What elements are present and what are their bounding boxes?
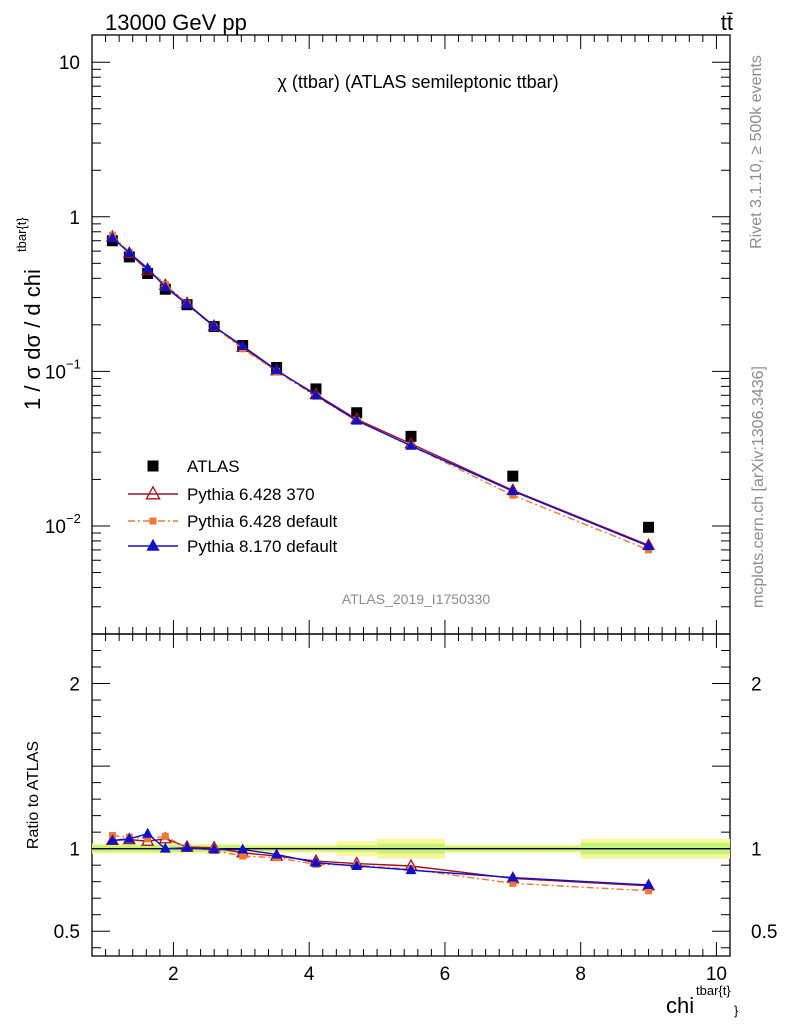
legend-label: Pythia 6.428 default	[187, 512, 338, 531]
main-y-tick-label: 10	[59, 53, 80, 74]
main-y-axis-label-superscript: tbar{t}	[14, 217, 29, 252]
legend-entry-2: Pythia 6.428 default	[128, 512, 338, 531]
ratio-y-tick-label-left: 1	[69, 840, 80, 861]
data-point	[509, 491, 517, 499]
ratio-y-tick-label-right: 2	[751, 675, 762, 696]
legend-label: Pythia 6.428 370	[187, 485, 315, 504]
ratio-point	[351, 860, 363, 871]
legend-entry-1: Pythia 6.428 370	[128, 485, 315, 504]
x-tick-label: 8	[575, 964, 586, 985]
energy-label: 13000 GeV pp	[105, 10, 247, 35]
main-y-tick-exponent: −2	[66, 511, 81, 526]
ratio-y-tick-label-left: 0.5	[54, 922, 80, 943]
data-point	[237, 339, 249, 350]
ratio-point	[159, 842, 171, 853]
x-tick-label: 10	[706, 964, 727, 985]
chart-title: χ (ttbar) (ATLAS semileptonic ttbar)	[277, 72, 558, 92]
legend-marker	[145, 485, 161, 500]
x-axis-label-superscript: tbar{t}	[696, 983, 731, 998]
x-axis-label-brace: }	[734, 1003, 739, 1018]
analysis-id: ATLAS_2019_I1750330	[342, 591, 491, 607]
legend: ATLAS Pythia 6.428 370 Pythia 6.428 defaul…	[128, 457, 338, 556]
data-point	[405, 430, 417, 442]
main-y-tick-label: 1	[69, 208, 80, 229]
x-tick-label: 6	[440, 964, 451, 985]
data-point	[123, 246, 135, 257]
data-point	[405, 439, 417, 450]
data-point	[181, 298, 193, 309]
data-point	[507, 485, 519, 496]
legend-marker	[146, 538, 160, 551]
data-point	[159, 281, 171, 292]
x-tick-label: 2	[168, 964, 179, 985]
main-y-tick-label: 10	[45, 517, 66, 538]
data-point	[643, 521, 655, 533]
data-point	[643, 540, 655, 551]
data-point	[271, 364, 283, 375]
ratio-y-tick-label-right: 1	[751, 840, 762, 861]
ratio-point	[507, 871, 519, 882]
ratio-point	[239, 852, 247, 860]
legend-marker	[149, 517, 157, 525]
main-y-tick-exponent: −1	[66, 356, 81, 371]
data-point	[507, 470, 519, 482]
main-y-tick-label: 10	[45, 362, 66, 383]
main-y-axis-label: 1 / σ dσ / d chi	[20, 269, 45, 410]
ratio-point	[106, 834, 118, 845]
ratio-point	[181, 841, 193, 852]
ratio-plot-frame	[91, 633, 731, 957]
ratio-point	[271, 848, 283, 859]
ratio-y-tick-label-right: 0.5	[751, 922, 777, 943]
ratio-y-axis-label: Ratio to ATLAS	[25, 741, 42, 849]
x-axis-label: chi	[666, 993, 694, 1018]
ratio-point	[144, 835, 152, 843]
x-tick-label: 4	[304, 964, 315, 985]
data-point	[106, 231, 118, 242]
uncertainty-band	[92, 838, 730, 859]
data-point	[142, 267, 154, 279]
ratio-point	[237, 843, 249, 854]
data-point	[351, 414, 363, 425]
legend-marker	[147, 460, 159, 472]
ratio-point	[208, 843, 220, 854]
ratio-point	[405, 864, 417, 875]
legend-label: ATLAS	[187, 457, 240, 476]
axis-ticks	[92, 35, 730, 956]
ratio-point	[142, 827, 154, 838]
data-point	[208, 320, 220, 331]
legend-entry-0: ATLAS	[147, 457, 240, 476]
series-1	[105, 229, 656, 891]
ratio-point	[310, 856, 322, 867]
ratio-point	[161, 832, 169, 840]
series-2	[108, 231, 653, 895]
legend-entry-3: Pythia 8.170 default	[128, 537, 338, 556]
source-label: mcplots.cern.ch [arXiv:1306.3436]	[750, 366, 767, 608]
data-point	[310, 389, 322, 400]
process-label: tt̄	[721, 10, 733, 35]
series-layer	[105, 229, 656, 895]
series-3	[106, 231, 655, 889]
data-point	[142, 262, 154, 273]
ratio-y-tick-label-left: 2	[69, 675, 80, 696]
ratio-point	[643, 878, 655, 889]
legend-label: Pythia 8.170 default	[187, 537, 338, 556]
ratio-point	[509, 879, 517, 887]
rivet-label: Rivet 3.1.10, ≥ 500k events	[748, 55, 765, 249]
ratio-point	[123, 832, 135, 843]
ratio-point	[645, 887, 653, 895]
